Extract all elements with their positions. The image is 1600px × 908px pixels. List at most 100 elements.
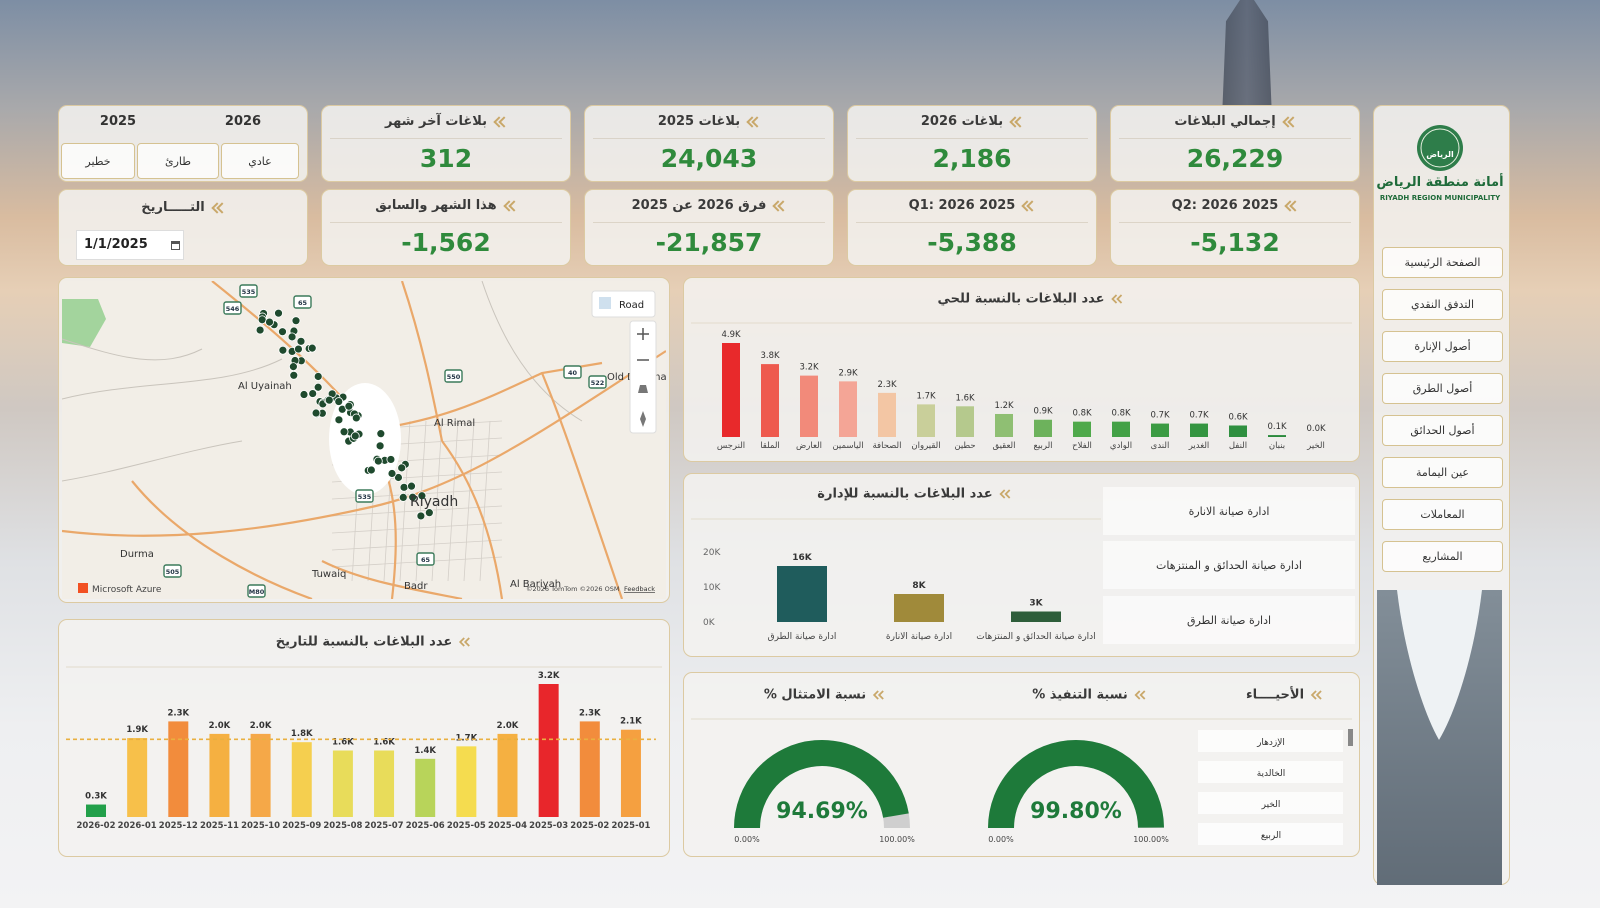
chart-title: % نسبة التنفيذ: [1032, 688, 1128, 703]
tower-body: [1377, 590, 1502, 885]
value-label: 3.8K: [760, 351, 780, 361]
bar: [894, 594, 944, 622]
street: [331, 539, 503, 551]
gauge-value: 99.80%: [1030, 799, 1122, 824]
header: Q1: 2026 2025: [848, 198, 1096, 213]
kpi-card: Q2: 2026 2025 -5,132: [1110, 189, 1360, 266]
major-road: [441, 440, 504, 599]
x-tick-label: 2025-05: [447, 821, 486, 831]
nav-button[interactable]: التدفق النقدي: [1382, 289, 1503, 320]
minor-road: [62, 440, 243, 482]
logo-emblem-circle: [1417, 125, 1463, 171]
report-point: [424, 508, 434, 518]
header-text: التـــــاريخ: [141, 200, 205, 215]
priority-button[interactable]: عادي: [221, 143, 299, 179]
report-point: [376, 429, 386, 439]
report-point: [288, 362, 298, 372]
slicer-item-label: ادارة صيانة الحدائق و المنتزهات: [1156, 559, 1302, 573]
value-label: 2.1K: [620, 717, 642, 727]
logo-emblem-text: الرياض: [1426, 150, 1454, 160]
slicer-item[interactable]: [1103, 487, 1355, 535]
report-point: [324, 395, 334, 405]
road-button-label: Road: [619, 300, 644, 311]
year-option[interactable]: 2025: [99, 114, 137, 129]
feedback-link[interactable]: Feedback: [624, 585, 655, 593]
slicer-item[interactable]: [1198, 823, 1343, 845]
gauge-value-arc: [988, 739, 1164, 829]
bar: [722, 343, 740, 437]
kpi-divider: [1119, 138, 1351, 139]
slicer-item-label: الإزدهار: [1256, 738, 1285, 748]
place-label: Tuwaiq: [311, 569, 346, 580]
slicer-item-label: ادارة صيانة الطرق: [1187, 614, 1271, 627]
ms-logo: [78, 583, 88, 593]
x-tick-label: بنبان: [1269, 441, 1285, 451]
nav-button[interactable]: أصول الحدائق: [1382, 415, 1503, 446]
kpi-divider: [856, 138, 1088, 139]
report-point: [255, 325, 265, 335]
kpi-divider: [330, 222, 562, 223]
report-point: [311, 408, 321, 418]
bar: [1112, 421, 1130, 437]
x-tick-label: الخير: [1306, 441, 1325, 451]
header-text: هذا الشهر والسابق: [375, 198, 497, 213]
major-road: [131, 480, 313, 599]
district-chart: عدد البلاغات بالنسبة للحي 4.9K النرجس 3.8K ا…: [691, 292, 1352, 451]
bar: [579, 721, 600, 817]
attribution: ©2026 TomTom ©2026 OSM: [526, 585, 619, 593]
logo: الرياض أمانة منطقة الرياض RIYADH REGION MU…: [1376, 125, 1504, 202]
place-label: Durma: [120, 549, 154, 560]
chevron-icon: [458, 637, 470, 647]
street: [331, 522, 503, 534]
bar: [456, 746, 477, 817]
nav-button[interactable]: المشاريع: [1382, 541, 1503, 572]
x-tick-label: 2025-10: [241, 821, 280, 831]
chevron-icon: [1111, 294, 1123, 304]
date-input[interactable]: 1/1/2025: [76, 230, 184, 260]
compass-icon: [640, 411, 646, 427]
value-label: 2.0K: [209, 721, 231, 731]
bar: [1190, 423, 1208, 437]
year-option[interactable]: 2026: [224, 114, 262, 129]
slicer-item[interactable]: [1198, 761, 1343, 783]
chart-title: % نسبة الامتثال: [764, 688, 866, 703]
zoom-in-icon[interactable]: [637, 328, 649, 340]
route-shield-label: 550: [447, 373, 461, 381]
x-tick-label: حطين: [954, 441, 975, 451]
gauge-range-label: 0.00%: [734, 835, 760, 844]
priority-button[interactable]: طارئ: [137, 143, 219, 179]
scrollbar[interactable]: [1348, 729, 1353, 746]
kpi-card: بلاغات آخر شهر 312: [321, 105, 571, 182]
report-point: [278, 327, 287, 337]
value-label: 16K: [792, 553, 813, 563]
gauge-range-label: 0.00%: [988, 835, 1014, 844]
report-point: [386, 455, 396, 464]
nav-button[interactable]: عين اليمامة: [1382, 457, 1503, 488]
priority-button[interactable]: خطير: [61, 143, 135, 179]
slicer-item[interactable]: [1198, 730, 1343, 752]
header: بلاغات آخر شهر: [322, 114, 570, 129]
value-label: 3.2K: [799, 363, 819, 373]
bar: [777, 566, 827, 622]
nav-button[interactable]: أصول الإنارة: [1382, 331, 1503, 362]
bar: [168, 721, 189, 817]
report-point: [307, 343, 317, 353]
slicer-item[interactable]: [1103, 596, 1355, 644]
nav-button[interactable]: أصول الطرق: [1382, 373, 1503, 404]
chevron-icon: [772, 201, 786, 211]
report-point: [278, 345, 288, 355]
header-text: Q2: 2026 2025: [1171, 198, 1279, 213]
nav-button[interactable]: المعاملات: [1382, 499, 1503, 530]
value-label: 3K: [1029, 599, 1043, 609]
nav-button[interactable]: الصفحة الرئيسية: [1382, 247, 1503, 278]
slicer-item[interactable]: [1103, 541, 1355, 589]
tower-silhouette: [1222, 0, 1272, 106]
street: [447, 420, 459, 582]
x-tick-label: ادارة صيانة الطرق: [768, 632, 837, 642]
route-shield-label: 546: [226, 305, 240, 313]
bar: [209, 733, 230, 817]
bar: [332, 750, 353, 817]
value-label: 0.7K: [1150, 411, 1170, 421]
slicer-item[interactable]: [1198, 792, 1343, 814]
